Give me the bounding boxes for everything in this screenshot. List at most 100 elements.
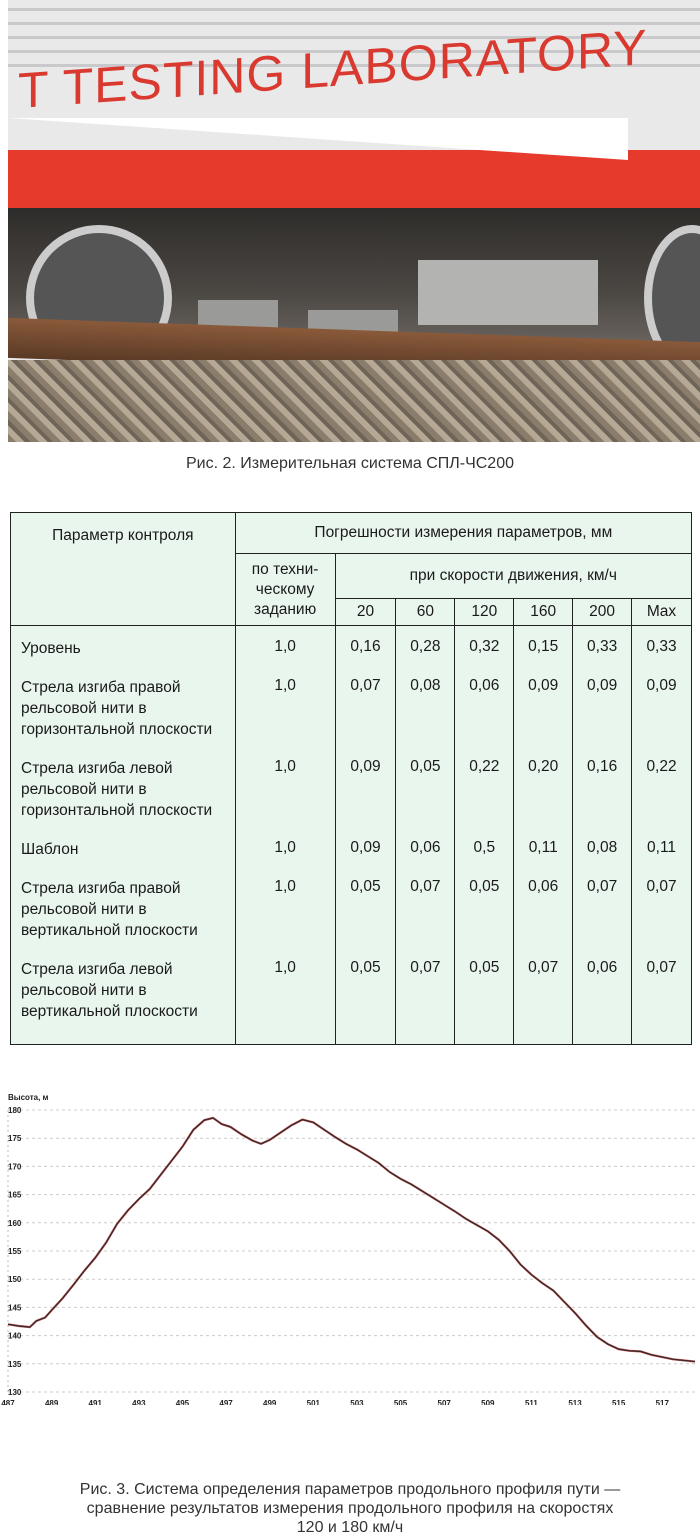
table-row: Шаблон 1,0 0,09 0,06 0,5 0,11 0,08 0,11 — [10, 827, 692, 866]
x-tick-label: 501 — [307, 1399, 321, 1405]
error-value: 0,16 — [572, 746, 633, 827]
parameter-name: Стрела изгиба левой рельсовой нити в гор… — [10, 746, 236, 827]
error-value: 0,09 — [631, 665, 692, 746]
table-row: Стрела изгиба правой рельсовой нити в го… — [10, 665, 692, 746]
header-speed-value: 200 — [572, 598, 633, 626]
error-value: 0,06 — [395, 827, 456, 866]
y-tick-label: 160 — [8, 1219, 22, 1228]
y-tick-label: 150 — [8, 1275, 22, 1284]
x-tick-label: 493 — [132, 1399, 146, 1405]
series-line-0 — [7, 1117, 696, 1363]
spec-value: 1,0 — [234, 665, 336, 746]
figure-2-caption: Рис. 2. Измерительная система СПЛ-ЧС200 — [185, 455, 514, 472]
error-value: 0,06 — [454, 665, 515, 746]
error-value: 0,09 — [513, 665, 574, 746]
error-value: 0,05 — [395, 746, 456, 827]
spec-value: 1,0 — [234, 746, 336, 827]
error-value: 0,11 — [631, 827, 692, 866]
header-speed-value: Max — [631, 598, 692, 626]
error-value: 0,07 — [395, 947, 456, 1045]
y-tick-label: 165 — [8, 1191, 22, 1200]
parameter-name: Уровень — [10, 625, 236, 665]
x-tick-label: 515 — [612, 1399, 626, 1405]
x-tick-label: 505 — [394, 1399, 408, 1405]
error-value: 0,32 — [454, 625, 515, 665]
parameter-name: Шаблон — [10, 827, 236, 866]
figure-3-caption: Рис. 3. Система определения параметров п… — [0, 1480, 700, 1537]
x-tick-label: 487 — [1, 1399, 15, 1405]
header-speed-value: 160 — [513, 598, 574, 626]
error-value: 0,05 — [334, 947, 397, 1045]
longitudinal-profile-chart: 130 135 140 145 150 155 160 165 170 175 180 487 489 4… — [1, 1093, 696, 1405]
x-tick-label: 489 — [45, 1399, 59, 1405]
x-tick-label: 499 — [263, 1399, 277, 1405]
error-value: 0,16 — [334, 625, 397, 665]
caption-line: 120 и 180 км/ч — [296, 1519, 404, 1536]
error-value: 0,08 — [395, 665, 456, 746]
x-tick-label: 513 — [568, 1399, 582, 1405]
y-tick-label: 135 — [8, 1360, 22, 1369]
error-value: 0,07 — [513, 947, 574, 1045]
table-row: Стрела изгиба левой рельсовой нити в гор… — [10, 746, 692, 827]
spec-value: 1,0 — [234, 625, 336, 665]
x-tick-label: 495 — [176, 1399, 190, 1405]
y-tick-label: 170 — [8, 1162, 22, 1171]
error-value: 0,11 — [513, 827, 574, 866]
table-row: Стрела изгиба левой рельсовой нити в вер… — [10, 947, 692, 1045]
y-tick-label: 145 — [8, 1303, 22, 1312]
x-tick-label: 507 — [438, 1399, 452, 1405]
error-value: 0,5 — [454, 827, 515, 866]
error-value: 0,09 — [572, 665, 633, 746]
error-value: 0,28 — [395, 625, 456, 665]
header-speed-value: 60 — [395, 598, 456, 626]
y-tick-label: 155 — [8, 1247, 22, 1256]
error-value: 0,08 — [572, 827, 633, 866]
y-tick-label: 140 — [8, 1332, 22, 1341]
error-value: 0,22 — [631, 746, 692, 827]
x-tick-label: 511 — [525, 1399, 538, 1405]
series-line-1 — [7, 1116, 696, 1363]
error-value: 0,33 — [631, 625, 692, 665]
y-tick-label: 130 — [8, 1388, 22, 1397]
error-value: 0,20 — [513, 746, 574, 827]
header-spec: по техни- ческому заданию — [234, 553, 336, 626]
error-value: 0,06 — [572, 947, 633, 1045]
error-value: 0,07 — [631, 866, 692, 947]
error-value: 0,05 — [454, 866, 515, 947]
header-parameter: Параметр контроля — [10, 512, 236, 626]
x-tick-label: 517 — [656, 1399, 670, 1405]
table-row: Уровень 1,0 0,16 0,28 0,32 0,15 0,33 0,33 — [10, 625, 692, 665]
table-row: Стрела изгиба правой рельсовой нити в ве… — [10, 866, 692, 947]
error-value: 0,09 — [334, 746, 397, 827]
caption-line: сравнение результатов измерения продольн… — [86, 1500, 614, 1517]
x-tick-label: 503 — [350, 1399, 364, 1405]
header-speed-value: 120 — [454, 598, 515, 626]
parameter-name: Стрела изгиба правой рельсовой нити в го… — [10, 665, 236, 746]
spec-value: 1,0 — [234, 947, 336, 1045]
error-value: 0,07 — [631, 947, 692, 1045]
error-value: 0,07 — [334, 665, 397, 746]
measurement-error-table: Параметр контроля Погрешности измерения … — [10, 512, 693, 1045]
spec-value: 1,0 — [234, 827, 336, 866]
measuring-system-photo: T TESTING LABORATORY — [8, 0, 700, 442]
error-value: 0,05 — [454, 947, 515, 1045]
error-value: 0,15 — [513, 625, 574, 665]
error-value: 0,05 — [334, 866, 397, 947]
parameter-name: Стрела изгиба левой рельсовой нити в вер… — [10, 947, 236, 1045]
y-axis-label: Высота, м — [8, 1093, 49, 1102]
error-value: 0,07 — [395, 866, 456, 947]
caption-line: Рис. 3. Система определения параметров п… — [79, 1481, 621, 1498]
spec-value: 1,0 — [234, 866, 336, 947]
error-value: 0,33 — [572, 625, 633, 665]
y-tick-label: 175 — [8, 1134, 22, 1143]
error-value: 0,22 — [454, 746, 515, 827]
y-tick-label: 180 — [8, 1106, 22, 1115]
x-tick-label: 497 — [219, 1399, 233, 1405]
error-value: 0,09 — [334, 827, 397, 866]
x-tick-label: 509 — [481, 1399, 495, 1405]
error-value: 0,06 — [513, 866, 574, 947]
header-speed: при скорости движения, км/ч — [334, 553, 693, 599]
header-speed-value: 20 — [334, 598, 397, 626]
livery-text: T TESTING LABORATORY — [18, 18, 648, 120]
x-tick-label: 491 — [89, 1399, 103, 1405]
